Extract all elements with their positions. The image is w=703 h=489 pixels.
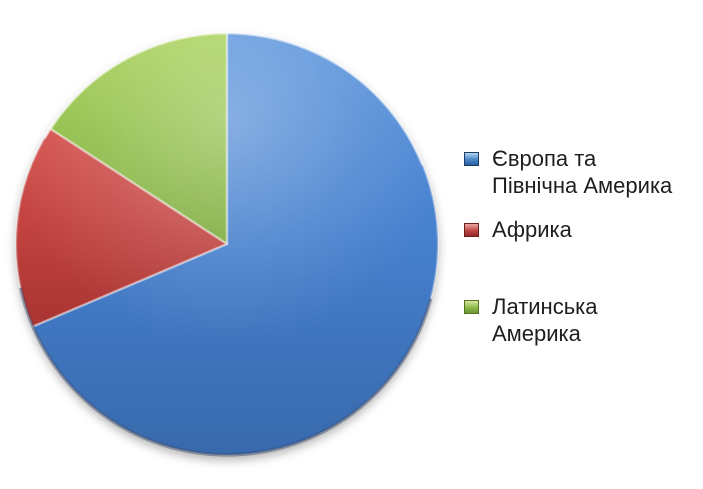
pie-chart	[14, 31, 440, 457]
legend-item-latin-america[interactable]: Латинська Америка	[464, 293, 598, 347]
legend-label-line: Північна Америка	[492, 173, 673, 198]
legend-item-europe-north-america[interactable]: Європа та Північна Америка	[464, 145, 672, 199]
legend-key-latin-america-icon	[464, 300, 479, 314]
legend-label-line: Європа та	[492, 146, 597, 171]
legend-item-africa[interactable]: Африка	[464, 216, 572, 243]
legend-label-latin-america: Латинська Америка	[492, 293, 598, 347]
legend-label-africa: Африка	[492, 216, 572, 243]
legend-label-line: Африка	[492, 217, 572, 242]
legend-key-europe-north-america-icon	[464, 152, 479, 166]
legend-label-europe-north-america: Європа та Північна Америка	[492, 145, 672, 199]
legend-key-africa-icon	[464, 223, 479, 237]
legend-label-line: Америка	[492, 321, 581, 346]
legend-label-line: Латинська	[492, 294, 598, 319]
